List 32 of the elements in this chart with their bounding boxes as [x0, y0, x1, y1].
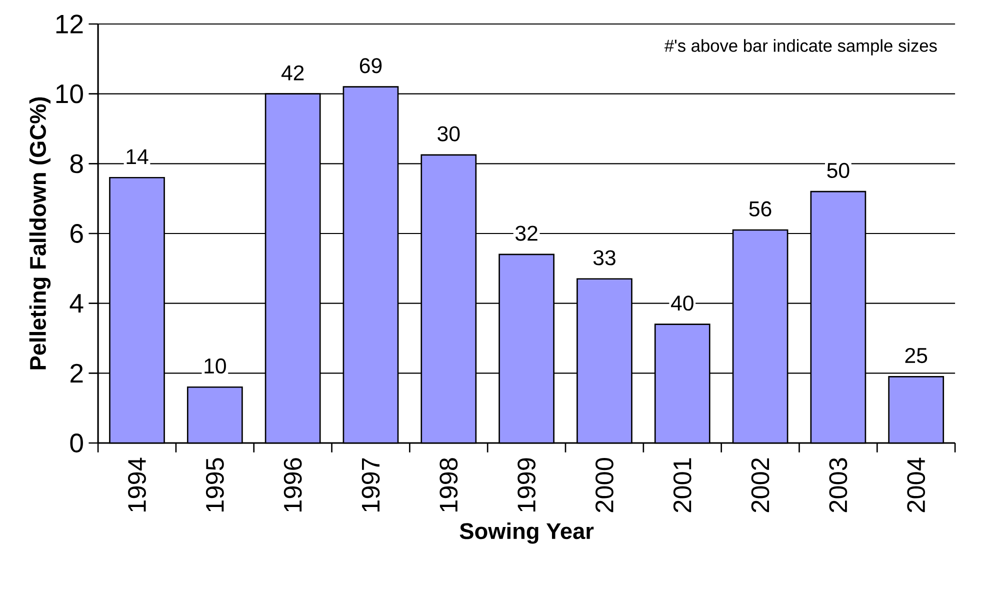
y-tick-label: 8 — [70, 154, 83, 174]
annotation: 33 — [593, 250, 616, 266]
annotation: 30 — [438, 126, 460, 142]
y-tick-label: 6 — [70, 224, 83, 243]
annotation: 50 — [827, 162, 850, 178]
y-tick-label: 2 — [70, 364, 83, 382]
x-tick-label: 1996 — [284, 458, 302, 512]
x-tick-label: 2004 — [907, 458, 926, 512]
y-tick-label: 0 — [70, 434, 83, 452]
annotation: 42 — [281, 65, 304, 80]
x-tick-label: 2002 — [751, 458, 770, 512]
x-tick-label: 2001 — [673, 458, 692, 512]
annotation: 14 — [126, 149, 148, 164]
x-tick-label: 1995 — [206, 458, 224, 512]
annotation: 25 — [905, 348, 928, 364]
x-tick-label: 1997 — [362, 458, 380, 512]
y-tick-label: 4 — [70, 294, 84, 313]
annotation: #'s above bar indicate sample sizes — [664, 39, 937, 56]
annotation: 69 — [360, 58, 382, 74]
y-axis-title: Pelleting Falldown (GC%) — [29, 97, 51, 370]
x-tick-label: 1994 — [128, 458, 146, 512]
annotation: 32 — [516, 226, 538, 241]
x-tick-label: 1999 — [518, 458, 536, 512]
x-axis-title: Sowing Year — [460, 522, 594, 544]
x-tick-label: 1998 — [440, 458, 458, 512]
x-tick-label: 2003 — [829, 458, 848, 512]
annotation: 10 — [204, 358, 226, 374]
x-tick-label: 2000 — [595, 458, 614, 512]
annotation: 56 — [749, 201, 772, 216]
y-tick-label: 12 — [56, 14, 83, 34]
annotation: 40 — [671, 296, 694, 311]
y-tick-label: 10 — [56, 84, 83, 104]
